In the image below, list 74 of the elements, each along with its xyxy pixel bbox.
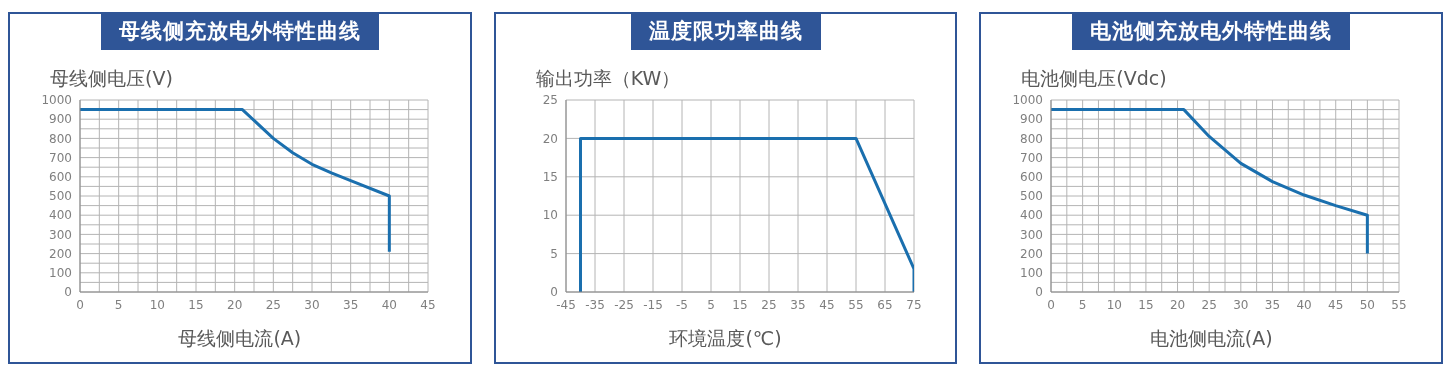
chart-title: 母线侧充放电外特性曲线 [100,12,379,50]
x-tick-label: 45 [1328,297,1344,312]
y-tick-label: 0 [550,285,558,300]
x-tick-label: 45 [819,297,835,312]
y-tick-label: 10 [542,208,558,223]
x-tick-label: 55 [848,297,864,312]
y-tick-label: 700 [1020,150,1044,165]
y-tick-label: 25 [542,93,558,108]
y-tick-label: 1000 [1012,93,1044,108]
line-series [1051,108,1370,256]
y-tick-label: 900 [49,112,72,127]
y-axis-title: 输出功率（KW） [535,66,681,91]
x-tick-label: 40 [381,297,397,312]
x-tick-label: 5 [706,297,715,312]
y-tick-label: 20 [542,131,558,146]
y-tick-label: 800 [49,131,72,146]
x-tick-label: 10 [149,297,165,312]
x-tick-label: 55 [1391,297,1407,312]
x-tick-label: 35 [343,297,359,312]
x-tick-label: 10 [1106,297,1123,312]
x-tick-label: 30 [304,297,320,312]
y-tick-label: 100 [1020,266,1044,281]
x-tick-label: -5 [675,297,688,312]
x-tick-label: 25 [1201,297,1218,312]
x-tick-label: 15 [732,297,748,312]
x-tick-label: 20 [1170,297,1186,312]
x-tick-label: 45 [420,297,436,312]
y-tick-label: 5 [550,246,558,261]
x-tick-label: 25 [265,297,281,312]
y-tick-label: 600 [1020,170,1044,185]
line-series [80,108,391,254]
y-tick-label: 500 [49,189,72,204]
y-tick-label: 400 [49,208,72,223]
y-tick-label: 900 [1020,112,1044,127]
x-tick-label: 5 [114,297,123,312]
x-tick-label: 0 [76,297,84,312]
x-tick-label: 35 [790,297,806,312]
x-tick-label: 75 [906,297,922,312]
x-axis-title: 电池侧电流(A) [1148,326,1274,351]
x-tick-label: 5 [1079,297,1087,312]
chart-title: 温度限功率曲线 [630,12,821,50]
x-tick-label: -35 [584,297,605,312]
x-tick-label: -25 [613,297,634,312]
x-tick-label: 0 [1047,297,1056,312]
x-axis-title: 母线侧电流(A) [177,326,303,351]
x-tick-label: 65 [877,297,893,312]
y-tick-label: 700 [49,150,72,165]
y-tick-label: 15 [542,170,558,185]
x-tick-label: 40 [1296,297,1313,312]
x-tick-label: 25 [761,297,777,312]
y-tick-label: 200 [1020,246,1044,261]
x-tick-label: 20 [227,297,243,312]
x-tick-label: -15 [642,297,663,312]
y-tick-label: 0 [1035,285,1044,300]
y-tick-label: 500 [1020,189,1044,204]
y-tick-label: 300 [49,227,72,242]
x-tick-label: 35 [1265,297,1281,312]
y-tick-label: 100 [49,266,72,281]
y-axis-title: 电池侧电压(Vdc) [1021,66,1167,91]
y-tick-label: 300 [1020,227,1044,242]
x-tick-label: -45 [555,297,576,312]
x-axis-title: 环境温度(℃) [668,326,783,351]
x-tick-label: 50 [1360,297,1376,312]
y-tick-label: 0 [64,285,72,300]
y-tick-label: 200 [49,246,72,261]
y-tick-label: 800 [1020,131,1044,146]
y-axis-title: 母线侧电压(V) [50,66,173,91]
chart-title: 电池侧充放电外特性曲线 [1072,12,1351,50]
y-tick-label: 400 [1020,208,1044,223]
y-tick-label: 600 [49,170,72,185]
y-tick-label: 1000 [41,93,72,108]
x-tick-label: 15 [188,297,204,312]
x-tick-label: 15 [1138,297,1154,312]
x-tick-label: 30 [1233,297,1249,312]
